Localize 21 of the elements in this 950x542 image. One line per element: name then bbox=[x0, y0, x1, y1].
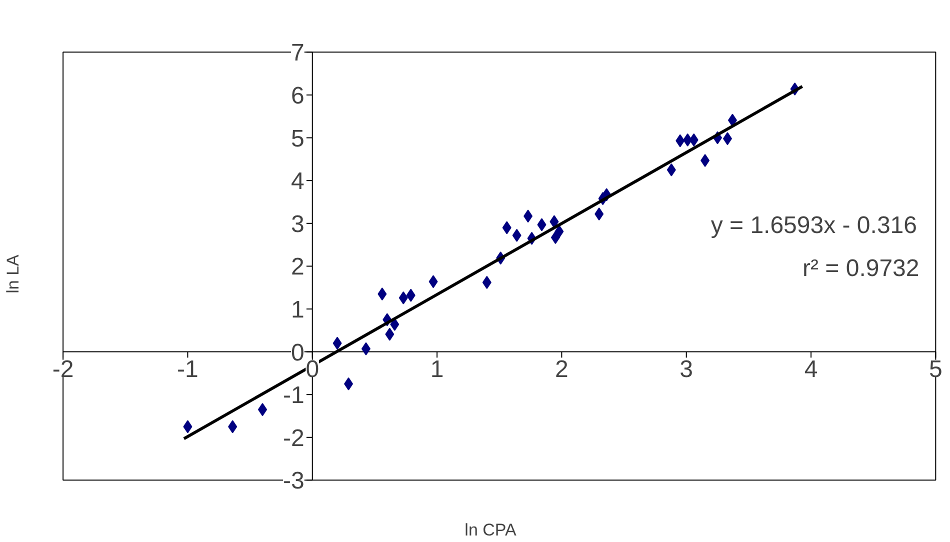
x-axis-title: ln CPA bbox=[464, 520, 517, 540]
annotation: r² = 0.9732 bbox=[802, 254, 920, 282]
x-tick-label: -1 bbox=[177, 356, 198, 383]
y-axis-title: ln LA bbox=[4, 254, 22, 294]
y-tick-label: 1 bbox=[291, 296, 304, 324]
x-tick-label: 5 bbox=[929, 356, 942, 383]
y-tick-label: -1 bbox=[283, 382, 304, 410]
y-tick-label: -2 bbox=[283, 424, 304, 452]
y-tick-label: 6 bbox=[291, 82, 304, 110]
y-tick-label: 2 bbox=[291, 254, 304, 281]
x-tick-label: 3 bbox=[680, 356, 694, 383]
y-tick-label: 4 bbox=[291, 168, 304, 196]
y-tick-label: 7 bbox=[291, 40, 304, 67]
x-tick-label: -2 bbox=[52, 356, 74, 383]
y-tick-label: 3 bbox=[291, 210, 304, 238]
x-tick-label: 4 bbox=[804, 356, 818, 383]
annotation: y = 1.6593x - 0.316 bbox=[710, 212, 917, 240]
y-tick-label: 5 bbox=[291, 125, 304, 152]
x-tick-label: 2 bbox=[555, 356, 568, 383]
y-tick-label: -3 bbox=[283, 468, 304, 495]
x-tick-label: 1 bbox=[430, 356, 444, 383]
